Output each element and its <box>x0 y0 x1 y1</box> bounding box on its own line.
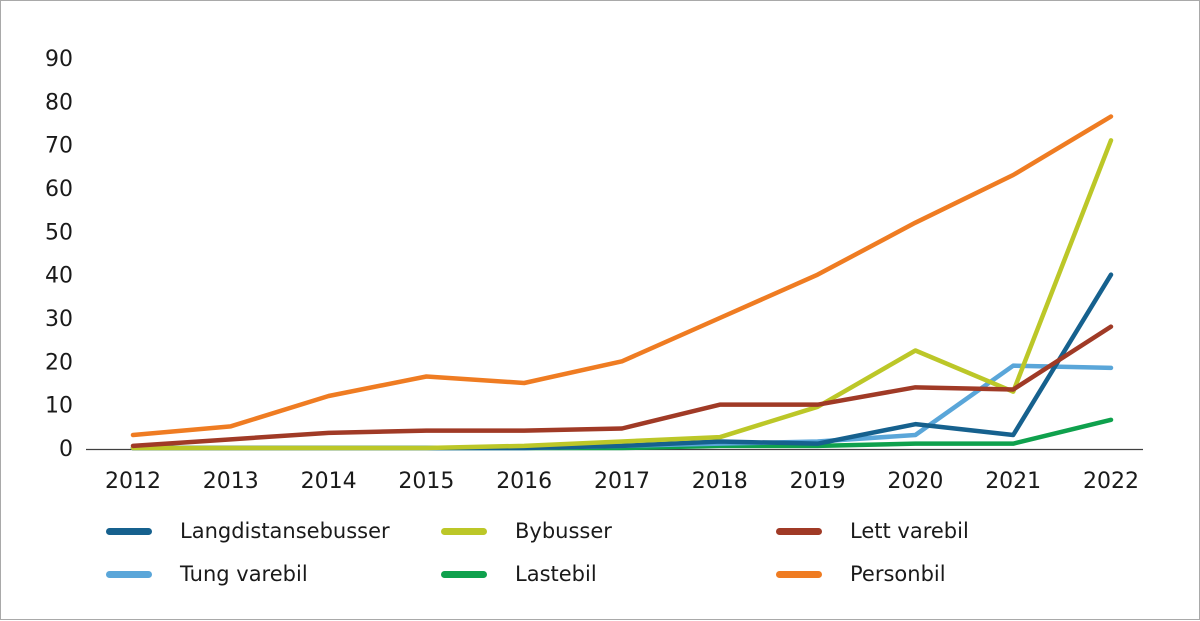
legend-swatch-personbil <box>776 570 822 578</box>
chart-legend: Langdistansebusser Bybusser Lett varebil Tu… <box>106 517 1111 588</box>
x-tick-label: 2016 <box>496 469 552 494</box>
y-tick-label: 60 <box>45 177 73 202</box>
y-tick-label: 70 <box>45 134 73 159</box>
x-tick-label: 2014 <box>301 469 357 494</box>
legend-label: Tung varebil <box>180 562 308 586</box>
x-tick-label: 2022 <box>1083 469 1139 494</box>
x-tick-label: 2019 <box>790 469 846 494</box>
y-tick-label: 20 <box>45 350 73 375</box>
series-line-lett-varebil <box>130 324 1114 449</box>
y-tick-label: 50 <box>45 220 73 245</box>
y-tick-label: 30 <box>45 307 73 332</box>
legend-item-lastebil: Lastebil <box>441 560 776 588</box>
legend-swatch-lastebil <box>441 570 487 578</box>
x-tick-label: 2015 <box>398 469 454 494</box>
x-tick-label: 2020 <box>887 469 943 494</box>
y-tick-label: 40 <box>45 264 73 289</box>
x-tick-label: 2012 <box>105 469 161 494</box>
series-line-personbil <box>130 114 1114 438</box>
legend-swatch-lett-varebil <box>776 527 822 535</box>
legend-item-lett-varebil: Lett varebil <box>776 517 1111 545</box>
legend-label: Lett varebil <box>850 519 969 543</box>
legend-label: Bybusser <box>515 519 612 543</box>
x-tick-label: 2017 <box>594 469 650 494</box>
legend-swatch-bybusser <box>441 527 487 535</box>
legend-item-langdistansebusser: Langdistansebusser <box>106 517 441 545</box>
legend-label: Personbil <box>850 562 946 586</box>
legend-label: Langdistansebusser <box>180 519 390 543</box>
y-tick-label: 80 <box>45 90 73 115</box>
legend-swatch-tung-varebil <box>106 570 152 578</box>
legend-item-bybusser: Bybusser <box>441 517 776 545</box>
y-tick-label: 0 <box>59 437 73 462</box>
y-tick-label: 10 <box>45 394 73 419</box>
x-tick-label: 2013 <box>203 469 259 494</box>
x-tick-label: 2021 <box>985 469 1041 494</box>
series-line-bybusser <box>130 138 1114 451</box>
x-tick-label: 2018 <box>692 469 748 494</box>
legend-item-tung-varebil: Tung varebil <box>106 560 441 588</box>
legend-swatch-langdistansebusser <box>106 527 152 535</box>
legend-label: Lastebil <box>515 562 597 586</box>
y-tick-label: 90 <box>45 47 73 72</box>
legend-item-personbil: Personbil <box>776 560 1111 588</box>
